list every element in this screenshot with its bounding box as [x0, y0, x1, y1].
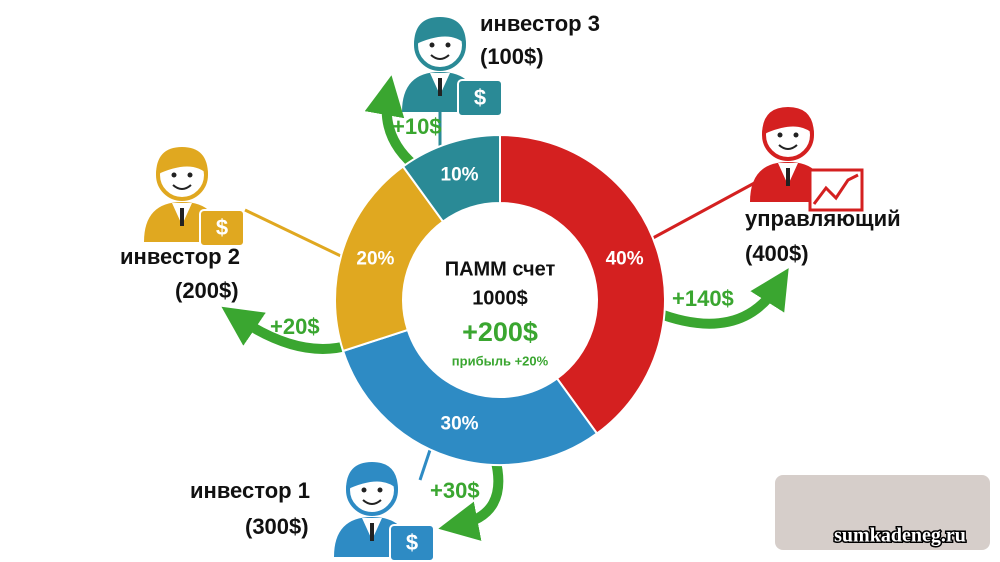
briefcase	[389, 524, 435, 562]
person-eye	[445, 42, 451, 48]
category-amount: (200$)	[175, 278, 239, 303]
connector	[244, 208, 346, 260]
briefcase	[199, 209, 245, 247]
chart-board-line	[812, 173, 859, 205]
person-hair	[414, 17, 466, 45]
arrow	[653, 268, 789, 329]
person-eye	[377, 487, 383, 493]
profit-label: +20$	[270, 314, 320, 339]
arrows	[221, 75, 789, 541]
connector	[639, 178, 761, 247]
profit-label: +140$	[672, 286, 734, 311]
person-smile	[172, 184, 192, 190]
person-eye	[361, 487, 367, 493]
person-tie	[370, 523, 374, 541]
person-tie	[438, 78, 442, 96]
person-tie	[180, 208, 184, 226]
person-eye	[171, 172, 177, 178]
arrow	[221, 306, 352, 354]
person-smile	[430, 54, 450, 60]
person-smile	[362, 499, 382, 505]
category-name: управляющий	[745, 206, 901, 231]
person-eye	[429, 42, 435, 48]
segment-label: 10%	[441, 164, 479, 185]
donut: 40% 30% 20% 10%	[334, 133, 666, 466]
category-name: инвестор 2	[120, 244, 240, 269]
category-name: инвестор 1	[190, 478, 310, 503]
watermark-bg	[775, 475, 990, 550]
person-eye	[187, 172, 193, 178]
briefcase	[457, 79, 503, 117]
person-hair	[762, 107, 814, 135]
watermark: sumkadeneg.ru	[834, 525, 966, 547]
category-name: инвестор 3	[480, 11, 600, 36]
donut-segment	[334, 165, 445, 353]
briefcase-symbol: $	[406, 530, 418, 555]
briefcase-symbol: $	[474, 85, 486, 110]
profit-label: +10$	[392, 114, 442, 139]
profit-label: +30$	[430, 478, 480, 503]
person-hair	[346, 462, 398, 490]
center-note: прибыль +20%	[452, 353, 549, 368]
donut-segment	[341, 328, 599, 466]
center-title: ПАММ счет	[445, 258, 556, 280]
briefcase-symbol: $	[216, 215, 228, 240]
people: управляющий (400$) +140$ $ инвестор 1 (300$) +…	[120, 11, 901, 562]
person-smile	[778, 144, 798, 150]
center-total: 1000$	[472, 287, 528, 309]
arrow	[438, 456, 504, 541]
category-amount: (300$)	[245, 514, 309, 539]
center-profit: +200$	[462, 317, 538, 347]
person-hair	[156, 147, 208, 175]
donut-segment	[499, 133, 666, 435]
segment-label: 40%	[606, 249, 644, 270]
segment-label: 30%	[441, 414, 479, 435]
category-amount: (100$)	[480, 44, 544, 69]
person-eye	[777, 132, 783, 138]
person-eye	[793, 132, 799, 138]
category-amount: (400$)	[745, 241, 809, 266]
donut-segment	[401, 133, 501, 223]
segment-label: 20%	[356, 249, 394, 270]
person-tie	[786, 168, 790, 186]
